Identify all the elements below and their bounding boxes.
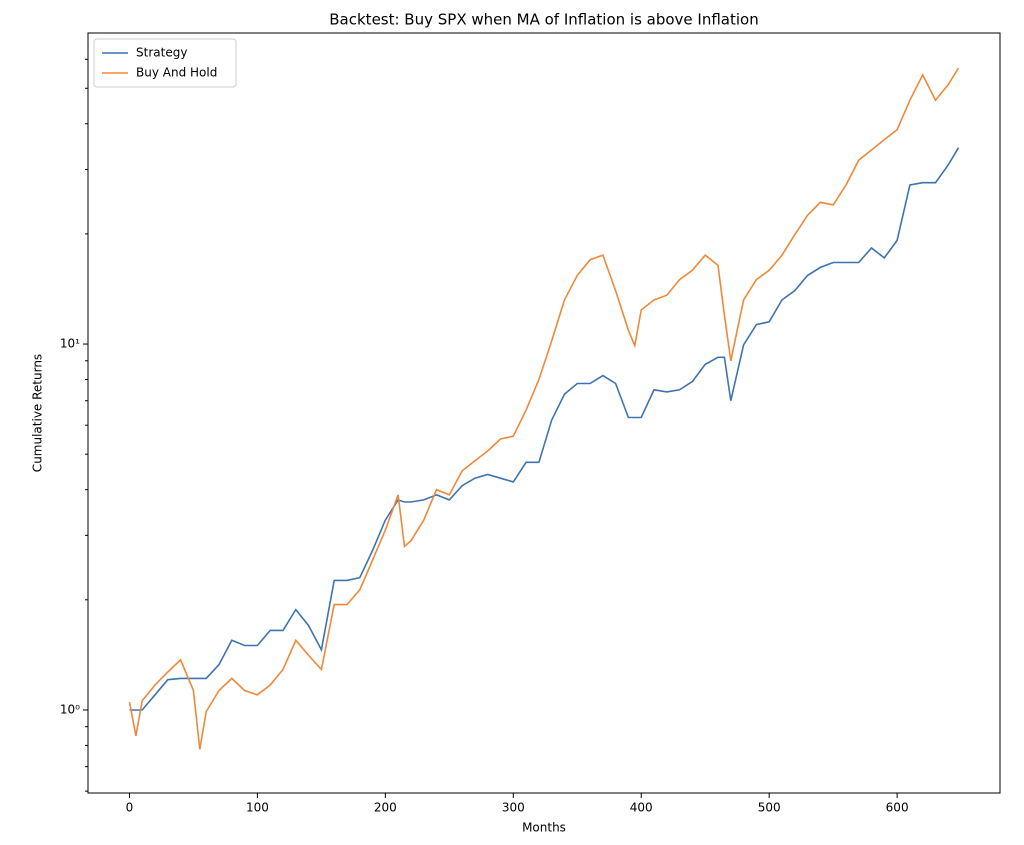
- x-tick-label: 200: [374, 801, 397, 815]
- x-tick-label: 0: [126, 801, 134, 815]
- x-axis-label: Months: [522, 821, 566, 835]
- legend-label: Buy And Hold: [136, 66, 217, 80]
- y-tick-label: 10⁰: [60, 702, 80, 716]
- y-tick-label: 10¹: [60, 337, 80, 351]
- y-axis-label: Cumulative Returns: [31, 354, 45, 472]
- x-tick-label: 100: [246, 801, 269, 815]
- legend-box: [93, 38, 237, 88]
- plot-frame: [87, 32, 1001, 794]
- x-tick-label: 500: [758, 801, 781, 815]
- legend-label: Strategy: [136, 46, 187, 60]
- x-tick-label: 600: [886, 801, 909, 815]
- line-series: [129, 147, 960, 711]
- x-tick-label: 400: [630, 801, 653, 815]
- line-series: [128, 67, 960, 750]
- x-tick-label: 300: [502, 801, 525, 815]
- chart-title: Backtest: Buy SPX when MA of Inflation i…: [329, 11, 758, 29]
